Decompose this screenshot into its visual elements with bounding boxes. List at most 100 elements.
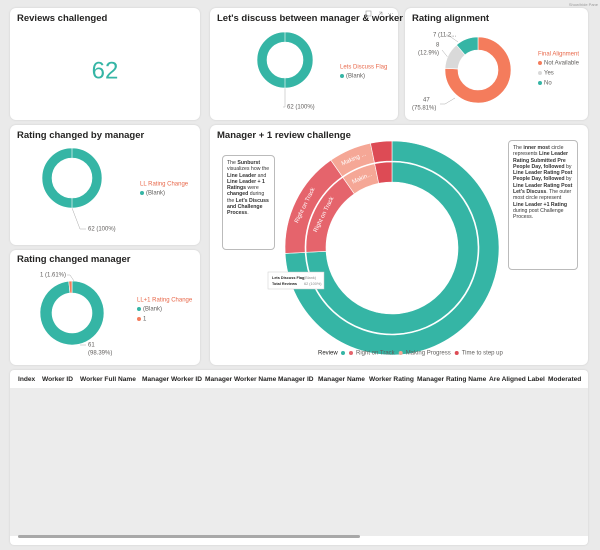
scrollbar[interactable] <box>18 535 360 538</box>
card-title: Rating changed manager <box>17 254 131 265</box>
tooltip-key: Lets Discuss Flag <box>272 276 305 280</box>
donut-slice <box>444 36 512 104</box>
legend-marker <box>140 191 144 195</box>
slice-label: (98.39%) <box>88 351 112 357</box>
column-header[interactable]: Are Aligned Label <box>489 376 545 383</box>
card <box>405 8 588 120</box>
legend-marker <box>398 351 403 355</box>
note-text: Let's Discuss and Challenge Process <box>227 197 269 217</box>
note-text: . The outer most circle represent <box>513 189 572 202</box>
card-title: Reviews challenged <box>17 13 107 24</box>
leader-lines <box>67 34 459 346</box>
legend-marker <box>538 81 542 85</box>
slice-label: (75.81%) <box>412 106 436 112</box>
donut-slice <box>68 280 73 294</box>
tooltip: Lets Discuss Flag (Blank) Total Reviews 62 … <box>267 271 325 290</box>
legend-title: Final Alignment <box>538 52 579 58</box>
slice-label: 62 (100%) <box>287 105 315 111</box>
pane-toggle[interactable]: Show/hide Pane <box>569 2 599 7</box>
sunburst-segment <box>374 161 393 184</box>
note: The inner most circle represents Line Le… <box>508 140 578 270</box>
legend-marker <box>349 351 353 355</box>
note-text: were <box>246 185 259 192</box>
column-header[interactable]: Manager Worker ID <box>142 376 202 383</box>
donut-slice <box>256 31 314 89</box>
card <box>10 8 200 120</box>
slice-label: 7 (11.2... <box>433 33 457 39</box>
card <box>10 125 200 245</box>
legend-label: 1 <box>143 317 147 323</box>
legend-marker <box>538 71 542 75</box>
legend-marker <box>538 61 542 65</box>
legend-marker <box>137 307 141 311</box>
note-text: The <box>227 160 238 166</box>
note-text: . <box>247 210 249 217</box>
column-header[interactable]: Worker ID <box>42 376 74 383</box>
column-header[interactable]: Moderated <box>548 376 582 383</box>
note-text: Line Leader Rating Submitted Pre People … <box>513 151 569 170</box>
note-text: and <box>256 172 267 179</box>
card-title: Manager + 1 review challenge <box>217 130 351 141</box>
donut-slice <box>41 147 103 209</box>
slice-label: (12.9%) <box>418 51 439 57</box>
legend-label: Right on Track <box>356 351 396 357</box>
note-text: by <box>564 176 572 183</box>
legend-title: LL+1 Rating Change <box>137 298 193 304</box>
legend-label: Making Progress <box>406 351 451 357</box>
slice-label: 1 (1.61%) <box>40 273 66 279</box>
legend-title: Review <box>318 351 338 357</box>
note-text: Line Leader Rating Post People Day, foll… <box>513 170 573 183</box>
note-text: visualizes how the <box>227 166 270 173</box>
note-text: during post Challenge Process. <box>513 207 564 221</box>
legend-marker <box>340 74 344 78</box>
legend-label: Not Available <box>544 61 580 67</box>
column-header[interactable]: Manager ID <box>278 376 314 383</box>
legend-label: No <box>544 81 552 87</box>
tooltip-value: 62 (100%) <box>304 282 322 286</box>
note-text: Line Leader +1 Rating <box>513 201 568 208</box>
column-header[interactable]: Worker Full Name <box>80 376 136 383</box>
note-text: The <box>513 145 524 151</box>
note-text: circle represents <box>513 145 564 158</box>
sunburst-segment <box>370 140 393 164</box>
card-title: Let's discuss between manager & worker <box>217 13 403 24</box>
donut-slice <box>39 280 105 346</box>
column-header[interactable]: Index <box>18 376 36 383</box>
legend-marker <box>341 351 345 355</box>
sunburst-segment <box>284 140 500 356</box>
column-header[interactable]: Worker Rating <box>369 376 414 383</box>
card-title: Rating changed by manager <box>17 130 145 141</box>
note-text: Line Leader + 1 Ratings <box>227 178 265 192</box>
slice-label: 8 <box>436 43 440 49</box>
table-body <box>10 388 588 536</box>
legend-marker <box>137 317 141 321</box>
column-header[interactable]: Manager Rating Name <box>417 376 487 383</box>
note-text: during the <box>227 191 265 204</box>
legend-label: (Blank) <box>143 307 162 313</box>
slice-label: 61 <box>88 343 95 349</box>
tooltip-box <box>267 271 325 290</box>
legend-label: Yes <box>544 71 554 77</box>
tooltip-value: (Blank) <box>304 276 317 280</box>
note-text: inner most <box>523 145 550 151</box>
legend-label: Time to step up <box>462 351 504 357</box>
donut-slice <box>456 36 479 56</box>
legend-title: Lets Discuss Flag <box>340 65 387 71</box>
slice-label: 62 (100%) <box>88 227 116 233</box>
legend-marker <box>454 351 459 355</box>
column-header[interactable]: Manager Name <box>318 376 365 383</box>
note-text: Sunburst <box>237 160 261 166</box>
note: The Sunburst visualizes how the Line Lea… <box>222 155 275 250</box>
note-text: changed <box>227 191 249 198</box>
column-header[interactable]: Manager Worker Name <box>205 376 277 383</box>
tooltip-key: Total Reviews <box>272 282 297 286</box>
note-text: by <box>564 163 572 170</box>
legend-label: (Blank) <box>346 74 365 80</box>
legend-title: LL Rating Change <box>140 182 189 188</box>
visual-icons[interactable] <box>365 10 393 17</box>
sunburst-segment <box>305 161 479 335</box>
kpi-value: 62 <box>92 57 119 84</box>
note-text: Line Leader <box>227 172 257 179</box>
